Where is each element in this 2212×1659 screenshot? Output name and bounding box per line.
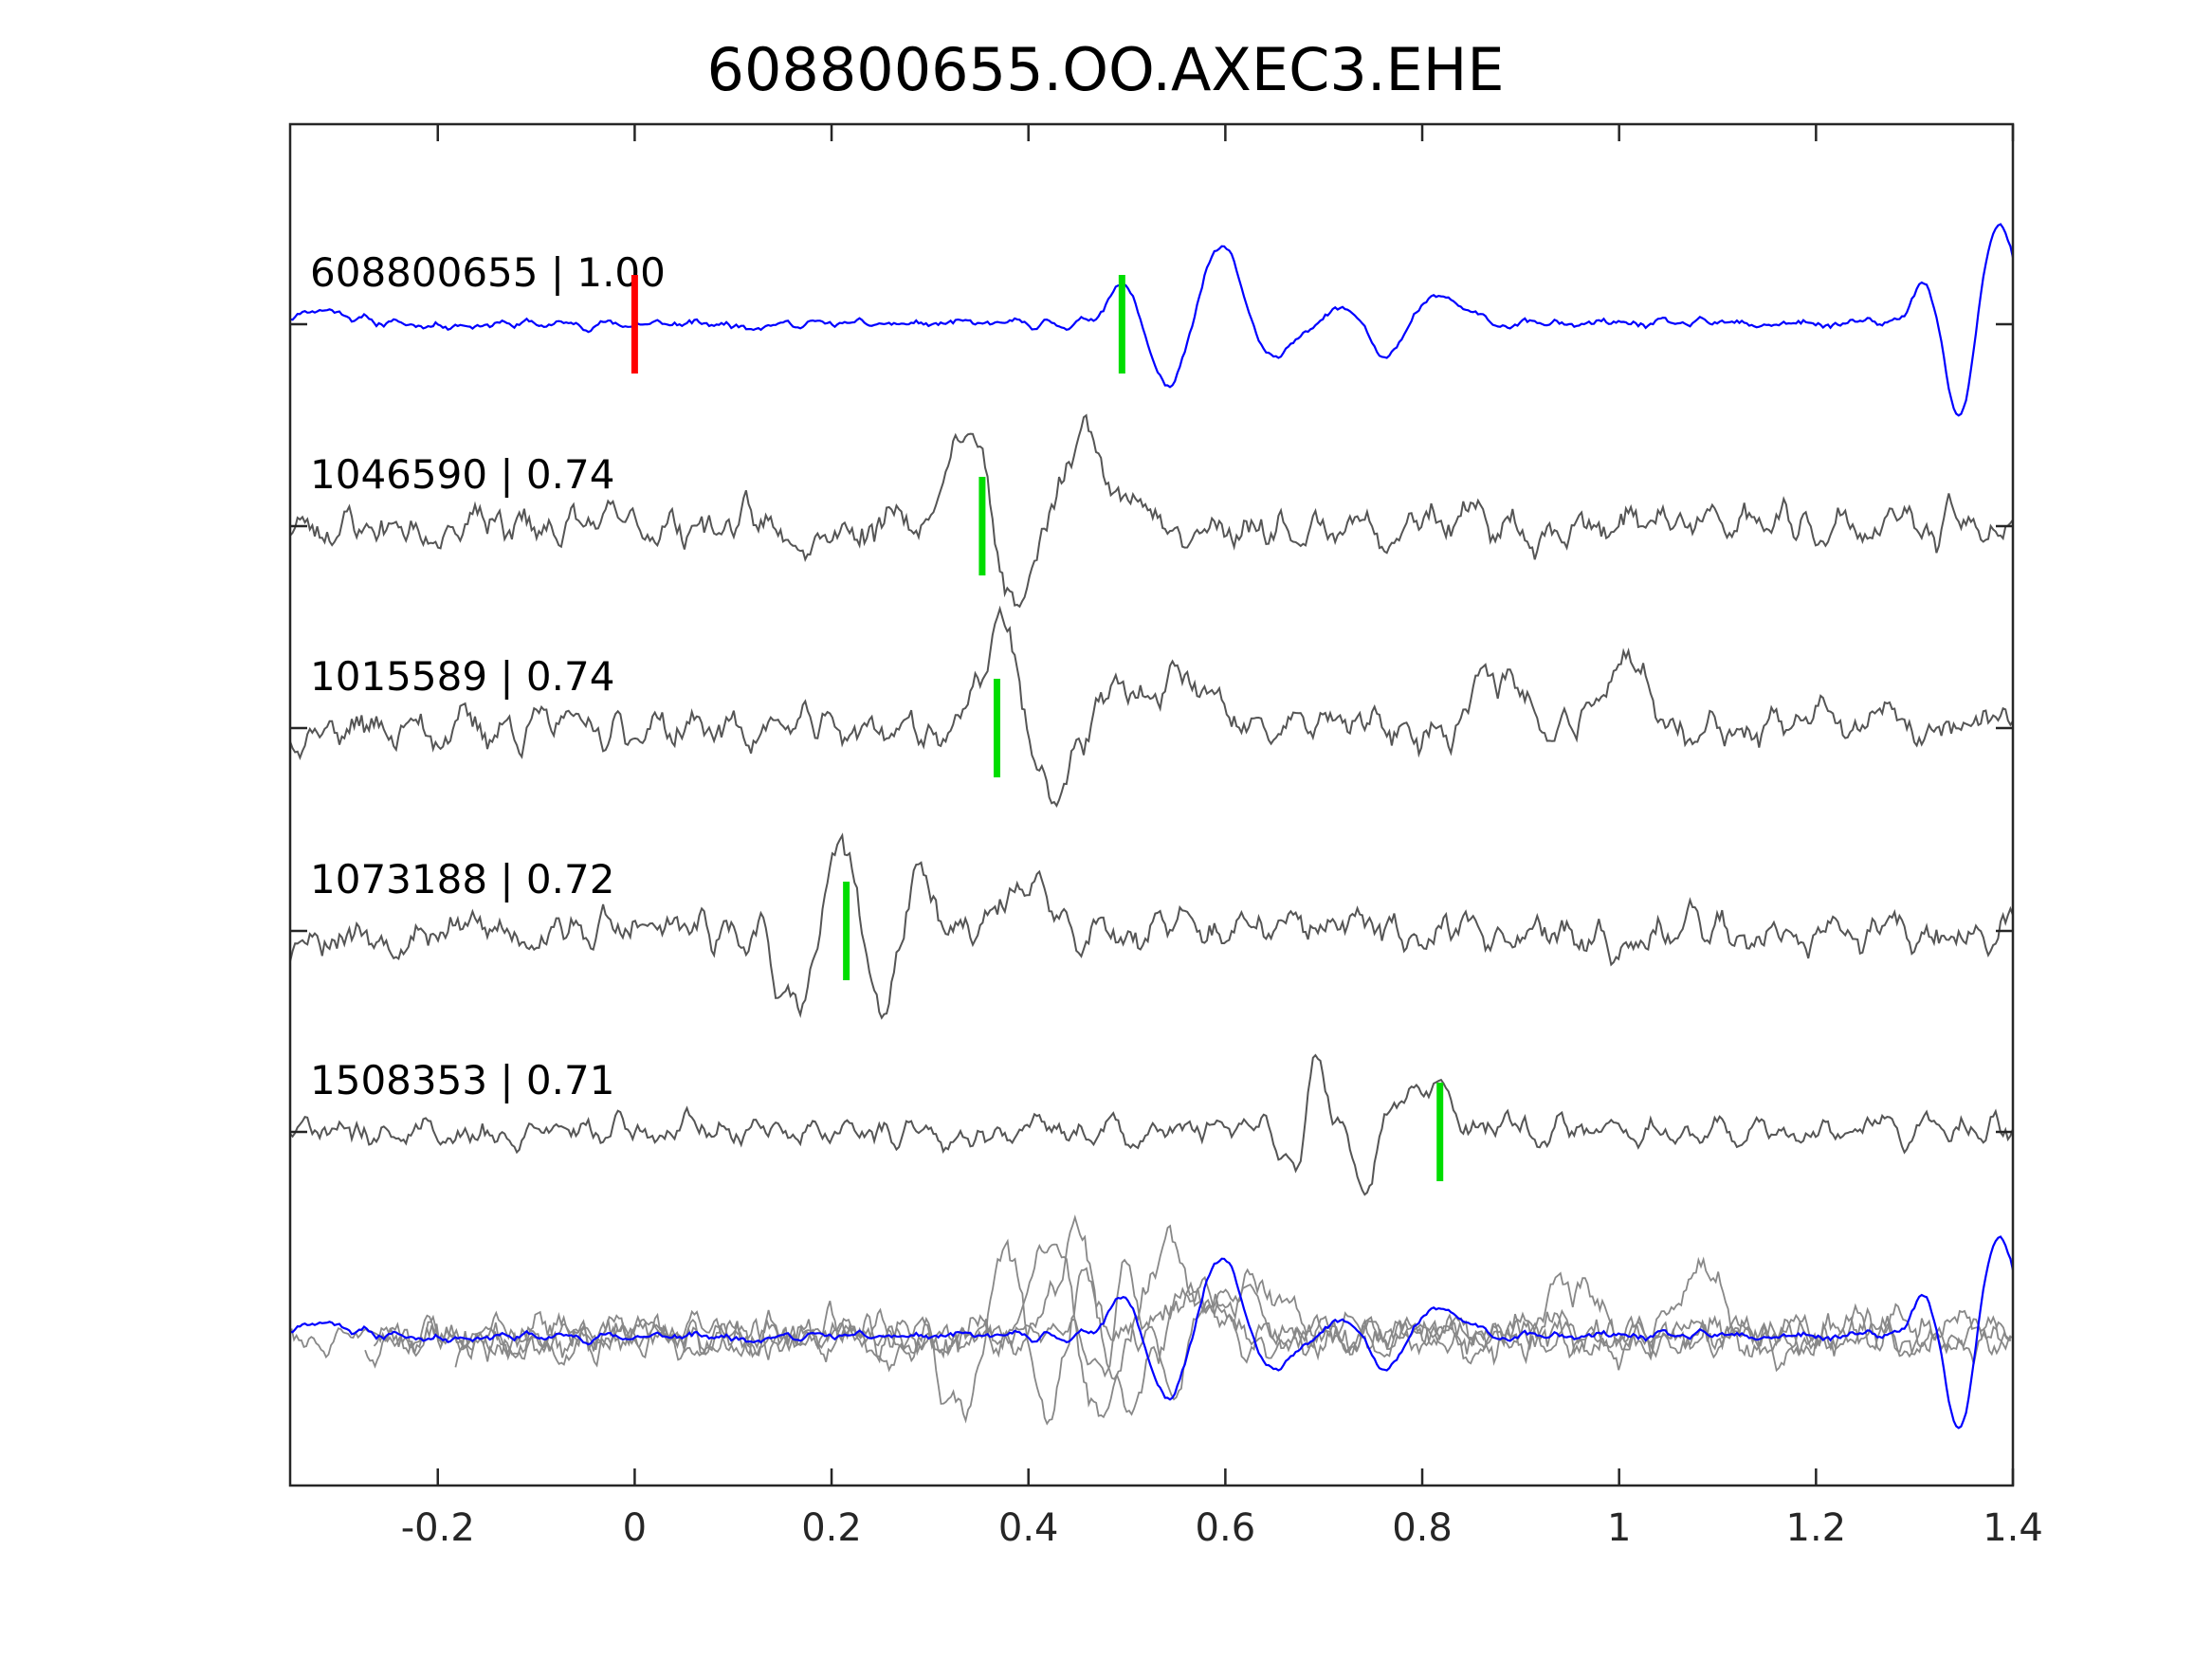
- trace-line-1: [289, 413, 2014, 609]
- x-tick-label-1: 0: [623, 1506, 647, 1550]
- x-tick-label-8: 1.4: [1983, 1506, 2043, 1550]
- axes-frame: [288, 122, 2015, 1487]
- trace-label-4: 1508353 | 0.71: [310, 1057, 614, 1103]
- plot-area: 608800655 | 1.00 1046590 | 0.74 1015589 | …: [289, 223, 2015, 1430]
- x-tick-label-0: -0.2: [401, 1506, 475, 1550]
- chart-title: 608800655.OO.AXEC3.EHE: [707, 35, 1505, 104]
- stack-line-4: [290, 1258, 1823, 1401]
- x-tick-label-5: 0.8: [1392, 1506, 1453, 1550]
- x-tick-label-2: 0.2: [801, 1506, 862, 1550]
- trace-line-4: [289, 1053, 2014, 1196]
- stack-template-line: [289, 1235, 2015, 1430]
- trace-label-0: 608800655 | 1.00: [310, 249, 666, 296]
- trace-line-2: [289, 605, 2014, 808]
- x-tick-label-3: 0.4: [998, 1506, 1059, 1550]
- trace-line-0: [289, 223, 2015, 417]
- trace-label-2: 1015589 | 0.74: [310, 653, 614, 700]
- x-tick-label-4: 0.6: [1196, 1506, 1256, 1550]
- stack-line-2: [364, 1214, 2013, 1416]
- x-tick-label-7: 1.2: [1786, 1506, 1847, 1550]
- trace-label-3: 1073188 | 0.72: [310, 856, 614, 902]
- trace-line-3: [289, 832, 2014, 1020]
- trace-label-1: 1046590 | 0.74: [310, 451, 614, 498]
- stack-line-1: [373, 1224, 2012, 1419]
- x-axis: -0.2 0 0.2 0.4 0.6 0.8 1 1.2 1.4: [401, 124, 2043, 1550]
- x-tick-label-6: 1: [1607, 1506, 1631, 1550]
